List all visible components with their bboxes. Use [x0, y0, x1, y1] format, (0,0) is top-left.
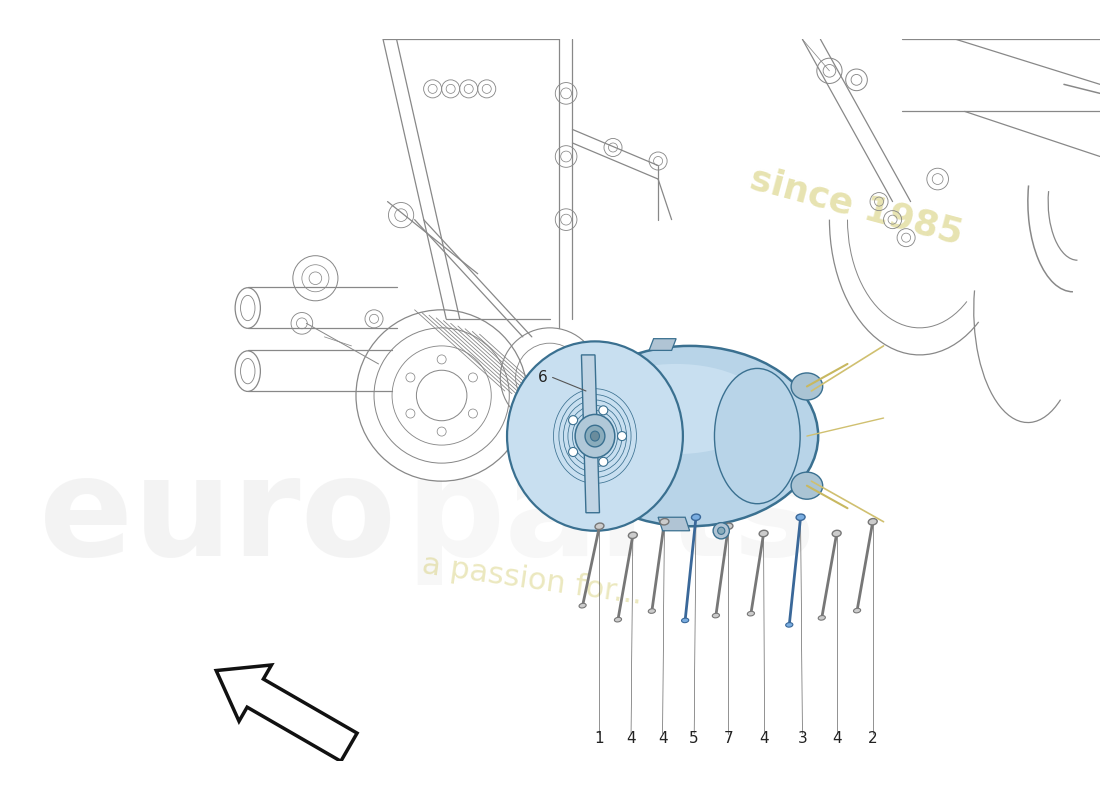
Ellipse shape [561, 346, 818, 526]
Circle shape [569, 447, 578, 457]
Ellipse shape [818, 615, 825, 620]
Ellipse shape [759, 530, 768, 537]
Ellipse shape [692, 514, 701, 521]
Ellipse shape [854, 608, 860, 613]
Ellipse shape [833, 530, 842, 537]
Ellipse shape [585, 426, 605, 447]
Ellipse shape [713, 614, 719, 618]
Ellipse shape [715, 369, 800, 504]
Text: a passion for...: a passion for... [420, 550, 644, 610]
Circle shape [569, 416, 578, 425]
Ellipse shape [747, 611, 755, 616]
Ellipse shape [796, 514, 805, 521]
Ellipse shape [595, 523, 604, 530]
Text: parts: parts [406, 450, 816, 585]
Text: 4: 4 [760, 730, 769, 746]
Text: 5: 5 [690, 730, 698, 746]
Circle shape [598, 458, 608, 466]
Circle shape [717, 527, 725, 534]
Text: 6: 6 [538, 370, 547, 385]
Ellipse shape [586, 364, 767, 454]
Text: since 1985: since 1985 [747, 162, 967, 251]
Text: 4: 4 [832, 730, 842, 746]
Ellipse shape [507, 342, 683, 530]
Text: 4: 4 [626, 730, 636, 746]
Ellipse shape [785, 622, 793, 627]
Ellipse shape [615, 618, 622, 622]
Text: 2: 2 [868, 730, 878, 746]
Text: euro: euro [40, 450, 397, 585]
Ellipse shape [575, 414, 615, 458]
Ellipse shape [791, 373, 823, 400]
Text: 4: 4 [658, 730, 668, 746]
Ellipse shape [591, 431, 600, 441]
Ellipse shape [682, 618, 689, 622]
Polygon shape [649, 338, 676, 350]
Polygon shape [582, 355, 600, 513]
Ellipse shape [724, 523, 733, 530]
Ellipse shape [648, 609, 656, 614]
Ellipse shape [868, 518, 877, 525]
Circle shape [713, 522, 729, 539]
Text: 7: 7 [724, 730, 734, 746]
Text: 1: 1 [595, 730, 604, 746]
Circle shape [617, 431, 627, 441]
Ellipse shape [579, 603, 586, 608]
Ellipse shape [628, 532, 637, 538]
Text: 3: 3 [798, 730, 807, 746]
Ellipse shape [791, 472, 823, 499]
Ellipse shape [660, 518, 669, 525]
Polygon shape [217, 665, 358, 762]
Polygon shape [658, 518, 690, 530]
Circle shape [598, 406, 608, 415]
